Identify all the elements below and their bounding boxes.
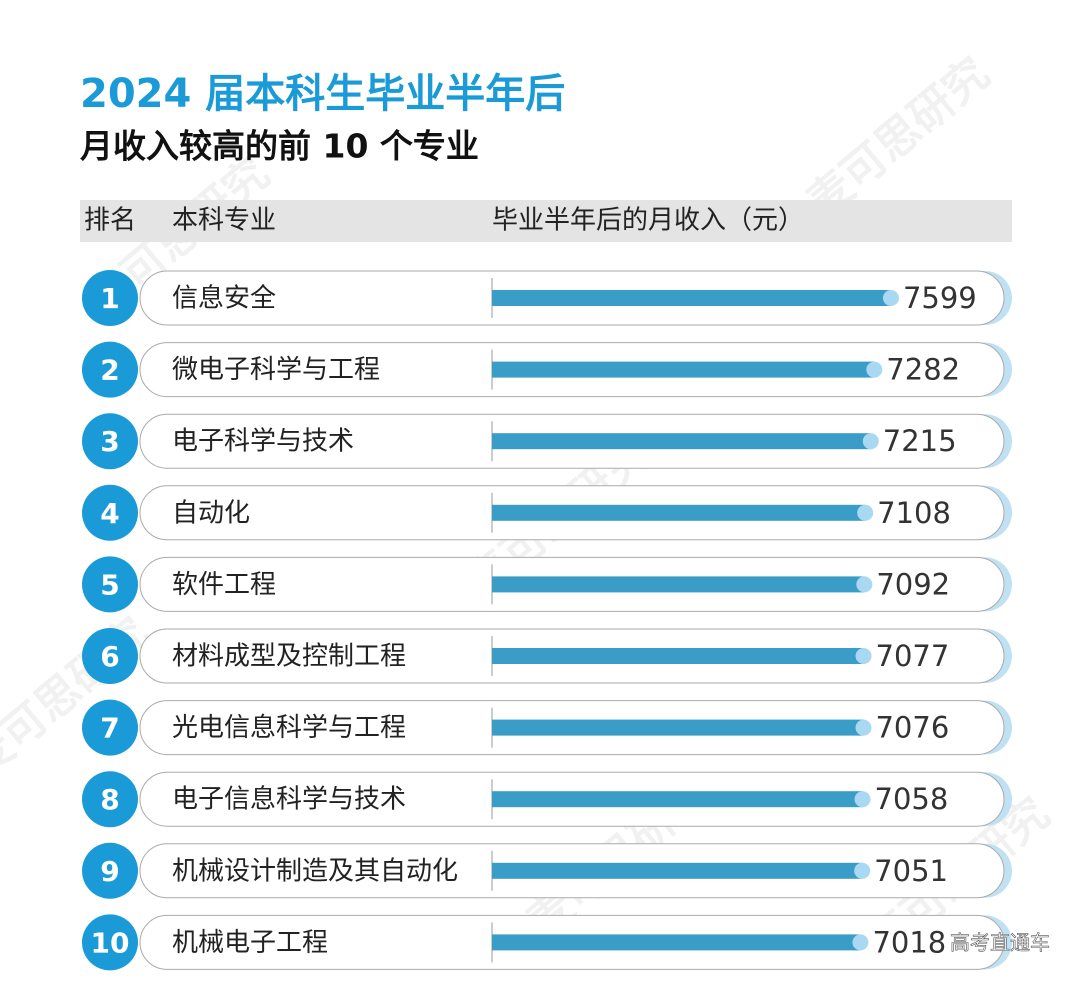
- rank-badge: [82, 556, 138, 613]
- rank-label: 3: [100, 425, 119, 458]
- category-label: 机械电子工程: [172, 928, 328, 958]
- rank-badge: [82, 413, 138, 470]
- value-label: 7092: [876, 567, 950, 601]
- category-label: 材料成型及控制工程: [172, 642, 406, 672]
- bar-end: [866, 361, 883, 378]
- header-bar: [80, 200, 1012, 242]
- rank-badge: [82, 628, 138, 684]
- value-label: 7108: [877, 496, 951, 530]
- category-label: 电子信息科学与技术: [172, 785, 406, 815]
- bar-end: [862, 433, 879, 450]
- category-label: 自动化: [172, 498, 250, 528]
- rank-label: 7: [100, 712, 119, 745]
- bar: [492, 648, 864, 664]
- header: 排名: [84, 206, 136, 236]
- bar-end: [854, 862, 871, 879]
- bar-end: [852, 934, 869, 951]
- rank-badge: [82, 699, 138, 756]
- category-label: 软件工程: [172, 570, 276, 600]
- header: 本科专业: [172, 206, 276, 236]
- rank-badge: [82, 914, 138, 971]
- rank-badge: [82, 842, 138, 899]
- rank-label: 10: [91, 926, 130, 959]
- rank-badge: [82, 341, 138, 398]
- bar: [492, 719, 864, 736]
- value-label: 7076: [875, 711, 949, 745]
- category-label: 信息安全: [172, 284, 276, 314]
- rank-label: 1: [100, 282, 119, 315]
- value-label: 7077: [876, 639, 950, 673]
- rank-label: 6: [100, 640, 119, 673]
- watermark: 麦可思研究: [0, 608, 159, 788]
- source-label: 高考直通车: [950, 931, 1050, 955]
- value-label: 7599: [903, 281, 977, 315]
- rank-label: 5: [100, 568, 119, 601]
- bar-end: [857, 504, 874, 521]
- rank-label: 9: [100, 855, 119, 888]
- rank-label: 2: [100, 354, 119, 387]
- bar: [492, 576, 865, 593]
- category-label: 微电子科学与工程: [172, 355, 380, 385]
- value-label: 7058: [875, 782, 949, 816]
- bar-end: [856, 576, 873, 593]
- value-label: 7018: [872, 925, 946, 959]
- category-label: 机械设计制造及其自动化: [172, 856, 458, 886]
- bar-end: [855, 719, 872, 736]
- category-label: 光电信息科学与工程: [172, 713, 406, 743]
- rank-badge: [82, 484, 138, 541]
- value-label: 7051: [874, 854, 948, 888]
- rank-label: 8: [100, 783, 119, 816]
- bar: [492, 791, 863, 808]
- rank-badge: [82, 270, 138, 326]
- value-label: 7282: [886, 353, 960, 387]
- bar: [492, 504, 866, 521]
- category-label: 电子科学与技术: [172, 427, 354, 457]
- bar: [492, 290, 891, 306]
- rank-label: 4: [100, 497, 119, 530]
- bar-end: [855, 648, 872, 664]
- bar: [492, 934, 861, 951]
- bar: [492, 433, 871, 450]
- chart-title: 2024 届本科生毕业半年后: [80, 71, 565, 117]
- bar-end: [882, 290, 899, 306]
- bar: [492, 862, 863, 879]
- chart-subtitle: 月收入较高的前 10 个专业: [80, 127, 479, 166]
- rank-badge: [82, 771, 138, 828]
- header: 毕业半年后的月收入（元）: [492, 206, 804, 236]
- bar: [492, 361, 875, 378]
- bar-end: [854, 791, 871, 808]
- value-label: 7215: [883, 424, 957, 458]
